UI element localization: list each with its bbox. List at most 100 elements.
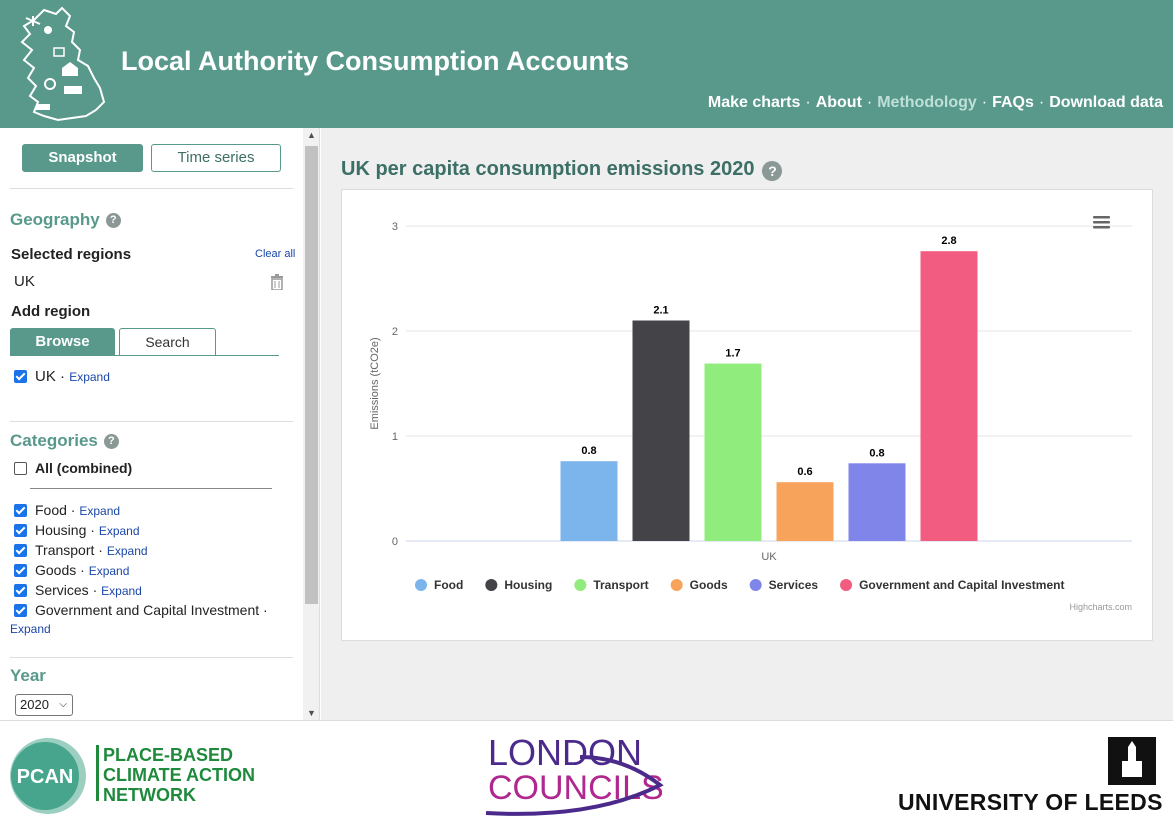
footer: PCAN PLACE-BASED CLIMATE ACTION NETWORK … — [0, 720, 1173, 831]
data-label: 0.8 — [581, 445, 596, 457]
nav-methodology[interactable]: Methodology — [877, 94, 977, 111]
divider — [30, 488, 272, 489]
leeds-crest-icon — [1108, 737, 1156, 785]
london-councils-logo[interactable]: LONDON COUNCILS — [484, 727, 668, 823]
legend-item[interactable]: Transport — [593, 578, 648, 592]
data-label: 0.6 — [797, 466, 812, 478]
scroll-up-icon[interactable]: ▲ — [307, 130, 316, 140]
government-checkbox[interactable] — [14, 604, 27, 617]
pcan-logo[interactable]: PCAN PLACE-BASED CLIMATE ACTION NETWORK — [10, 735, 262, 817]
sidebar-content: Snapshot Time series Geography? Selected… — [0, 128, 302, 720]
menu-icon[interactable] — [1093, 226, 1110, 229]
data-label: 2.1 — [653, 305, 668, 317]
bar-transport[interactable] — [704, 363, 762, 541]
nav-make-charts[interactable]: Make charts — [707, 94, 801, 111]
y-tick-label: 2 — [392, 326, 398, 338]
search-tab[interactable]: Search — [119, 328, 216, 356]
expand-link[interactable]: Expand — [98, 524, 140, 538]
divider — [10, 188, 293, 189]
expand-link[interactable]: Expand — [69, 370, 110, 384]
expand-link[interactable]: Expand — [79, 504, 121, 518]
clear-all-link[interactable]: Clear all — [255, 248, 296, 260]
all-combined-checkbox[interactable] — [14, 462, 27, 475]
category-label: Government and Capital Investment — [35, 602, 260, 618]
snapshot-tab[interactable]: Snapshot — [22, 144, 143, 172]
app-header: Local Authority Consumption Accounts Mak… — [0, 0, 1173, 128]
legend-marker[interactable] — [485, 579, 498, 591]
region-uk-label: UK — [35, 368, 56, 385]
chart-title: UK per capita consumption emissions 2020 — [341, 158, 755, 180]
tab-underline — [10, 355, 279, 356]
categories-heading: Categories? — [10, 431, 119, 451]
category-label: Housing — [35, 522, 87, 538]
bar-government-and-capital-investment[interactable] — [920, 251, 978, 541]
geography-title: Geography — [10, 210, 100, 229]
legend-item[interactable]: Housing — [504, 578, 552, 592]
trash-icon[interactable] — [270, 274, 284, 290]
help-icon[interactable]: ? — [762, 161, 783, 181]
expand-link[interactable]: Expand — [101, 584, 142, 598]
scroll-down-icon[interactable]: ▼ — [307, 708, 316, 718]
food-checkbox[interactable] — [14, 504, 27, 517]
expand-link[interactable]: Expand — [88, 564, 130, 578]
legend-marker[interactable] — [670, 579, 683, 591]
pcan-line-2: CLIMATE ACTION — [103, 765, 255, 785]
london-line: LONDON — [488, 732, 642, 773]
councils-line: COUNCILS — [488, 769, 664, 807]
data-label: 1.7 — [725, 348, 740, 360]
goods-checkbox[interactable] — [14, 564, 27, 577]
bar-services[interactable] — [848, 463, 906, 541]
sidebar-scrollbar[interactable]: ▲ ▼ — [303, 128, 319, 720]
year-title: Year — [10, 666, 46, 685]
nav-separator: · — [805, 94, 811, 111]
nav-about[interactable]: About — [815, 94, 862, 111]
browse-tab[interactable]: Browse — [10, 328, 115, 356]
app-title: Local Authority Consumption Accounts — [121, 46, 629, 76]
uk-map-logo-icon[interactable] — [14, 6, 106, 122]
legend-marker[interactable] — [574, 579, 587, 591]
nav-faqs[interactable]: FAQs — [992, 94, 1034, 111]
year-select-value: 2020 — [20, 697, 49, 712]
help-icon[interactable]: ? — [105, 213, 121, 228]
expand-link[interactable]: Expand — [10, 622, 51, 636]
sidebar: Snapshot Time series Geography? Selected… — [0, 128, 320, 720]
scroll-thumb[interactable] — [305, 146, 318, 604]
leeds-wordmark[interactable]: UNIVERSITY OF LEEDS — [898, 789, 1163, 815]
nav-separator: · — [1038, 94, 1045, 111]
chart-credits[interactable]: Highcharts.com — [1069, 602, 1132, 612]
legend-item[interactable]: Food — [434, 578, 463, 592]
housing-checkbox[interactable] — [14, 524, 27, 537]
help-icon[interactable]: ? — [103, 434, 119, 449]
bar-housing[interactable] — [632, 320, 690, 542]
region-uk-checkbox[interactable] — [14, 370, 27, 383]
bar-goods[interactable] — [776, 482, 834, 541]
nav-download-data[interactable]: Download data — [1049, 94, 1163, 111]
category-label: Food — [35, 502, 67, 518]
services-checkbox[interactable] — [14, 584, 27, 597]
top-nav: Make charts · About · Methodology · FAQs · Downl… — [708, 94, 1163, 112]
legend-item[interactable]: Services — [769, 578, 819, 592]
y-tick-label: 3 — [392, 221, 398, 233]
categories-title: Categories — [10, 431, 98, 450]
menu-icon[interactable] — [1093, 221, 1110, 224]
category-label: Goods — [35, 562, 77, 578]
legend-item[interactable]: Goods — [690, 578, 728, 592]
data-label: 2.8 — [941, 235, 956, 247]
transport-checkbox[interactable] — [14, 544, 27, 557]
data-label: 0.8 — [869, 447, 884, 459]
legend-marker[interactable] — [840, 579, 853, 591]
bar-food[interactable] — [560, 461, 618, 541]
add-region-label: Add region — [11, 303, 91, 320]
expand-link[interactable]: Expand — [106, 544, 148, 558]
category-label: Services — [35, 582, 89, 598]
time-series-tab[interactable]: Time series — [151, 144, 281, 172]
chart-container: 0 1 2 3 Emissions (tCO2e) 0.8 2.1 1.7 0.6 0.8 2.8 U… — [341, 189, 1153, 641]
menu-icon[interactable] — [1093, 216, 1110, 219]
legend-item[interactable]: Government and Capital Investment — [859, 578, 1064, 592]
chevron-down-icon: ⌵ — [59, 699, 67, 710]
legend-marker[interactable] — [415, 579, 427, 591]
legend-marker[interactable] — [749, 579, 762, 591]
pcan-badge-text: PCAN — [17, 766, 74, 788]
year-select[interactable]: 2020 ⌵ — [15, 694, 73, 716]
main-panel: UK per capita consumption emissions 2020… — [321, 128, 1173, 720]
